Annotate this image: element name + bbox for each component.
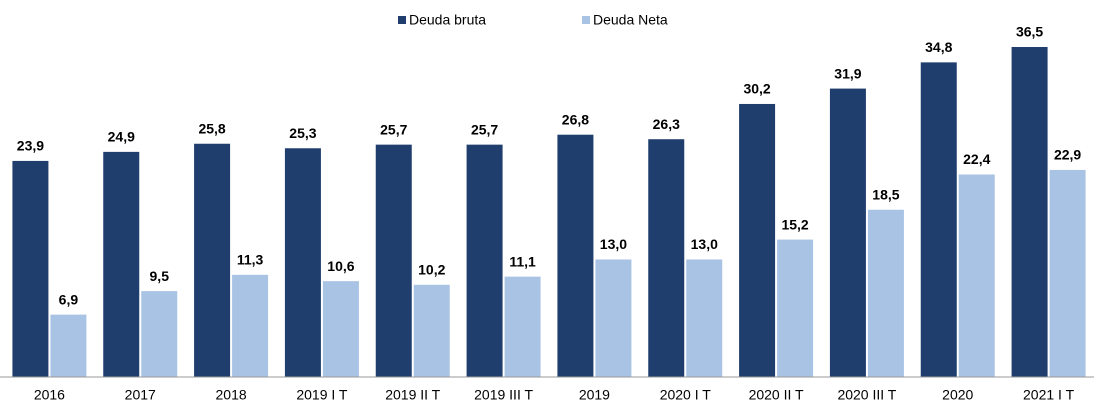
bar (739, 103, 776, 378)
bar (829, 88, 866, 377)
value-label: 22,9 (1054, 147, 1081, 163)
bar (284, 148, 321, 377)
value-label: 30,2 (743, 81, 770, 97)
value-label: 10,2 (418, 261, 445, 277)
legend-label: Deuda Neta (593, 12, 668, 28)
value-label: 10,6 (327, 258, 354, 274)
bar (867, 209, 904, 377)
x-tick-label: 2020 II T (749, 387, 804, 403)
x-tick-label: 2019 III T (474, 387, 533, 403)
value-label: 9,5 (150, 268, 170, 284)
value-label: 22,4 (963, 151, 990, 167)
value-label: 26,3 (653, 116, 680, 132)
value-label: 18,5 (872, 186, 899, 202)
legend-label: Deuda bruta (409, 12, 486, 28)
x-tick-label: 2019 (579, 387, 610, 403)
x-tick-label: 2020 III T (837, 387, 896, 403)
bar (777, 239, 814, 377)
value-label: 36,5 (1016, 24, 1043, 40)
bar (920, 62, 957, 377)
legend-swatch (582, 16, 590, 24)
x-tick-label: 2019 I T (296, 387, 348, 403)
bar (466, 144, 503, 377)
value-label: 6,9 (59, 291, 79, 307)
value-label: 11,3 (237, 252, 264, 268)
bar (141, 291, 178, 377)
x-tick-label: 2020 I T (660, 387, 712, 403)
x-tick-label: 2019 II T (385, 387, 440, 403)
x-tick-label: 2020 (942, 387, 973, 403)
x-tick-label: 2017 (125, 387, 156, 403)
value-label: 26,8 (562, 111, 589, 127)
bar (375, 144, 412, 377)
value-label: 25,8 (198, 120, 225, 136)
x-tick-label: 2018 (216, 387, 247, 403)
value-label: 25,7 (471, 121, 498, 137)
bar (103, 151, 140, 377)
bar (50, 314, 87, 377)
legend-swatch (398, 16, 406, 24)
bar (12, 160, 49, 377)
value-label: 15,2 (781, 216, 808, 232)
value-label: 13,0 (600, 236, 627, 252)
value-label: 24,9 (108, 129, 135, 145)
bar (194, 143, 231, 377)
value-label: 13,0 (691, 236, 718, 252)
bar (322, 281, 359, 377)
bar (648, 139, 685, 377)
value-label: 25,7 (380, 121, 407, 137)
bar (686, 259, 723, 377)
value-label: 31,9 (834, 65, 861, 81)
value-label: 34,8 (925, 39, 952, 55)
bar (504, 276, 541, 377)
bar (1011, 47, 1048, 377)
bar (557, 134, 594, 377)
value-label: 25,3 (289, 125, 316, 141)
bar (595, 259, 632, 377)
bar (1049, 169, 1086, 377)
x-tick-label: 2016 (34, 387, 65, 403)
bar (413, 284, 450, 377)
value-label: 11,1 (509, 253, 536, 269)
x-tick-label: 2021 I T (1023, 387, 1075, 403)
bar (958, 174, 995, 377)
value-label: 23,9 (17, 138, 44, 154)
bar (232, 274, 269, 377)
